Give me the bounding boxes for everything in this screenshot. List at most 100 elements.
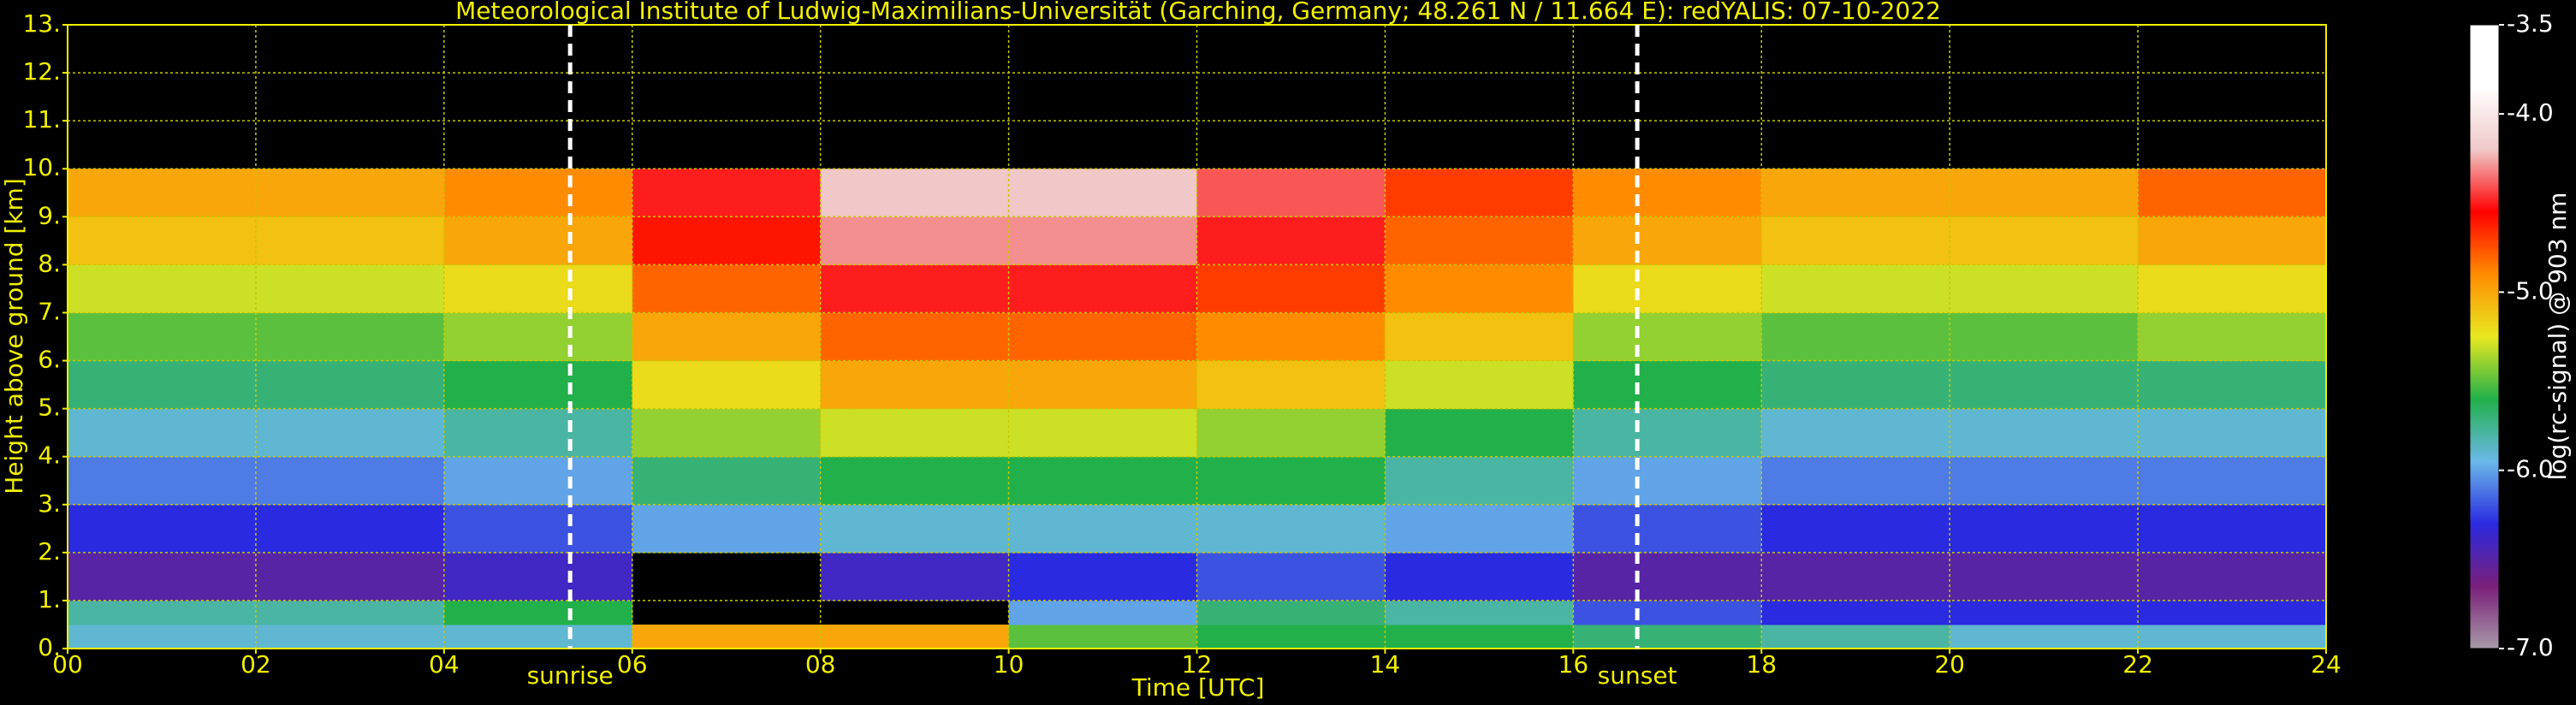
heatmap-cell	[2138, 600, 2327, 625]
heatmap-cell	[1196, 552, 1386, 601]
heatmap-cell	[1008, 408, 1197, 458]
y-tick-label: 6.	[38, 346, 61, 374]
heatmap-cell	[820, 216, 1010, 265]
x-tick-label: 00	[52, 650, 83, 678]
heatmap-cell	[2138, 216, 2327, 265]
heatmap-cell	[1385, 600, 1574, 625]
x-tick-label: 12	[1182, 650, 1213, 678]
heatmap-cell	[2138, 624, 2327, 649]
colorbar-label: log(rc-signal) @ 903 nm	[2543, 193, 2572, 481]
plot-frame	[67, 24, 2327, 649]
heatmap-cell	[1761, 552, 1950, 601]
heatmap-cell	[255, 264, 445, 313]
heatmap-cell	[1008, 360, 1197, 410]
y-tick-label: 5.	[38, 394, 61, 422]
heatmap-cell	[443, 360, 633, 410]
heatmap-cell	[255, 552, 445, 601]
x-tick-label: 04	[429, 650, 460, 678]
x-tick-label: 06	[617, 650, 648, 678]
heatmap-cell	[443, 456, 633, 506]
x-tick-label: 10	[994, 650, 1024, 678]
heatmap-cell	[1385, 169, 1574, 217]
heatmap-cell	[1385, 264, 1574, 313]
heatmap-cell	[255, 360, 445, 410]
chart-title: Meteorological Institute of Ludwig-Maxim…	[455, 0, 1941, 25]
colorbar-tick-label: -6.0	[2507, 455, 2554, 483]
colorbar-tick-label: -7.0	[2507, 633, 2554, 661]
x-axis-label: Time [UTC]	[1131, 673, 1265, 702]
heatmap-cell	[2138, 360, 2327, 410]
x-tick-label: 02	[240, 650, 271, 678]
heatmap-cell	[1385, 504, 1574, 554]
heatmap-cell	[2138, 312, 2327, 362]
heatmap-cell	[632, 624, 822, 649]
heatmap-cell	[820, 169, 1010, 217]
heatmap-cell	[443, 216, 633, 265]
heatmap-cell	[1573, 600, 1762, 625]
heatmap-cell	[68, 408, 257, 458]
y-tick-label: 0.	[38, 633, 61, 661]
heatmap-cell	[2138, 456, 2327, 506]
heatmap-cell	[1008, 216, 1197, 265]
heatmap-cell	[1008, 552, 1197, 601]
heatmap-cell	[255, 408, 445, 458]
heatmap-cell	[2138, 552, 2327, 601]
heatmap-cell	[820, 360, 1010, 410]
y-tick-label: 10.	[22, 153, 61, 181]
heatmap-cell	[1196, 624, 1386, 649]
heatmap-cell	[1385, 312, 1574, 362]
heatmap-cell	[632, 456, 822, 506]
heatmap-cell	[1196, 360, 1386, 410]
heatmap-cell	[1196, 169, 1386, 217]
heatmap-cell	[1761, 624, 1950, 649]
colorbar	[2469, 24, 2500, 649]
heatmap-cell	[1196, 456, 1386, 506]
annotation-label: sunrise	[527, 661, 614, 690]
heatmap-cell	[68, 456, 257, 506]
heatmap-cell	[820, 552, 1010, 601]
heatmap-cell	[1950, 216, 2139, 265]
heatmap-cell	[1761, 504, 1950, 554]
colorbar-tick-label: -3.5	[2507, 9, 2554, 38]
heatmap-cell	[443, 312, 633, 362]
heatmap-cell	[1008, 312, 1197, 362]
heatmap-cell	[1950, 504, 2139, 554]
heatmap-cell	[632, 169, 822, 217]
heatmap-cell	[443, 624, 633, 649]
annotation-label: sunset	[1598, 661, 1677, 690]
heatmap-cell	[1950, 600, 2139, 625]
heatmap-cell	[1761, 456, 1950, 506]
heatmap-cell	[68, 504, 257, 554]
x-tick-label: 08	[805, 650, 836, 678]
heatmap-cell	[2138, 408, 2327, 458]
y-tick-label: 11.	[22, 105, 61, 133]
heatmap-cell	[1385, 408, 1574, 458]
heatmap-cell	[1573, 169, 1762, 217]
heatmap-cell	[1950, 312, 2139, 362]
heatmap-cell	[1761, 169, 1950, 217]
heatmap-cell	[820, 312, 1010, 362]
heatmap-cell	[820, 408, 1010, 458]
heatmap-cell	[632, 312, 822, 362]
heatmap-cell	[1385, 216, 1574, 265]
heatmap-cell	[1761, 360, 1950, 410]
y-axis-label: Height above ground [km]	[0, 178, 28, 495]
heatmap-cell	[255, 600, 445, 625]
heatmap-cell	[1573, 552, 1762, 601]
heatmap-cell	[1950, 169, 2139, 217]
heatmap-cell	[820, 504, 1010, 554]
heatmap-cell	[443, 504, 633, 554]
heatmap-cell	[68, 624, 257, 649]
x-tick-label: 22	[2122, 650, 2153, 678]
heatmap-cell	[632, 504, 822, 554]
heatmap-cell	[1573, 504, 1762, 554]
heatmap-cell	[1573, 216, 1762, 265]
heatmap-cell	[68, 264, 257, 313]
heatmap-cell	[255, 624, 445, 649]
heatmap-cell	[1196, 504, 1386, 554]
heatmap-cell	[1761, 264, 1950, 313]
heatmap-cell	[443, 408, 633, 458]
heatmap-cell	[1761, 408, 1950, 458]
heatmap-cell	[820, 456, 1010, 506]
